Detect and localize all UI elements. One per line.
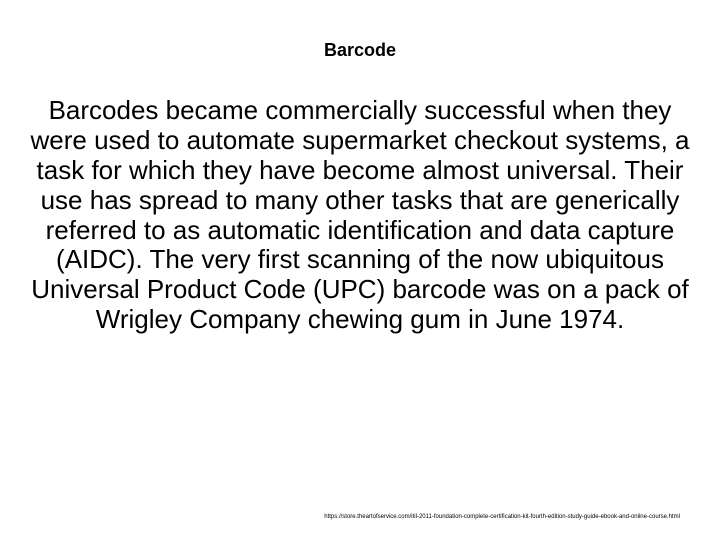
slide-body: Barcodes became commercially successful … [20, 96, 700, 335]
footer-url: https://store.theartofservice.com/itil-2… [324, 514, 680, 520]
slide-title: Barcode [324, 40, 396, 61]
slide-container: Barcode Barcodes became commercially suc… [0, 0, 720, 540]
